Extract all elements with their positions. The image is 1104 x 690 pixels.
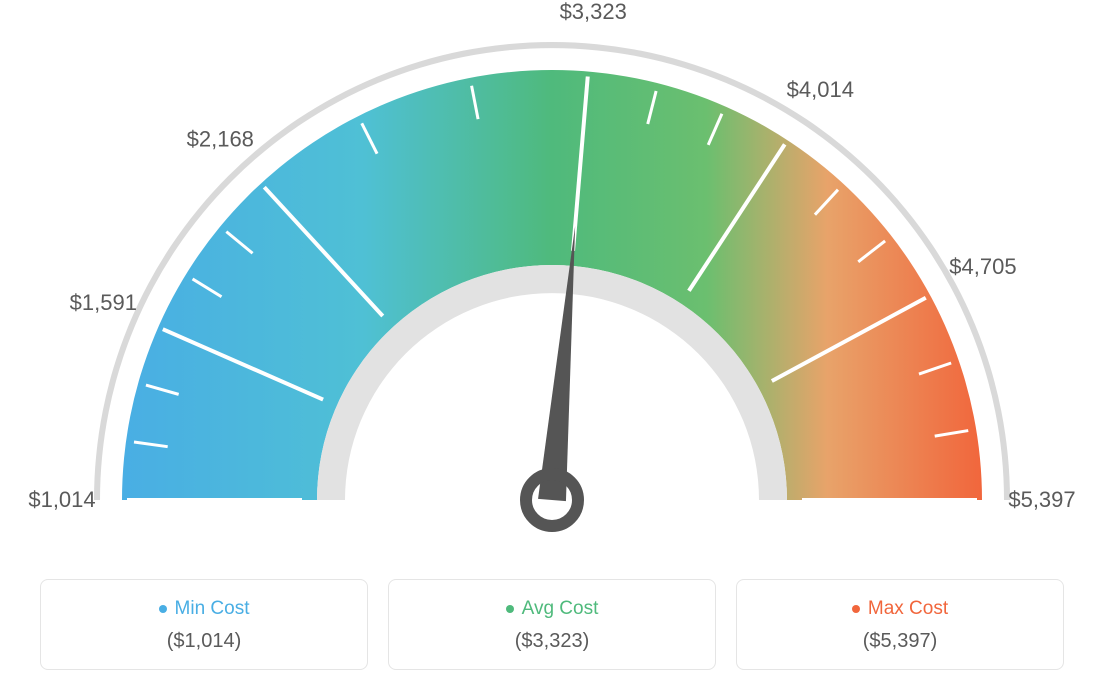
svg-text:$3,323: $3,323 (560, 0, 627, 24)
legend-avg-value: ($3,323) (399, 630, 705, 653)
legend-max-value: ($5,397) (747, 630, 1053, 653)
legend-max-title: Max Cost (852, 598, 948, 620)
svg-text:$4,705: $4,705 (949, 254, 1016, 279)
legend-min-title: Min Cost (159, 598, 250, 620)
cost-gauge: $1,014 $1,591 $2,168 $3,323 $4,014 $4,705 $5,3… (0, 0, 1104, 560)
svg-text:$2,168: $2,168 (187, 126, 254, 151)
svg-text:$1,591: $1,591 (70, 290, 137, 315)
legend-min-value: ($1,014) (51, 630, 357, 653)
legend-avg-title: Avg Cost (506, 598, 599, 620)
legend-row: Min Cost ($1,014) Avg Cost ($3,323) Max … (40, 579, 1064, 670)
legend-max-label: Max Cost (868, 598, 948, 620)
legend-min-card: Min Cost ($1,014) (40, 579, 368, 670)
bullet-icon (852, 605, 860, 613)
svg-text:$1,014: $1,014 (28, 487, 95, 512)
bullet-icon (506, 605, 514, 613)
legend-avg-label: Avg Cost (522, 598, 599, 620)
bullet-icon (159, 605, 167, 613)
svg-text:$4,014: $4,014 (787, 77, 854, 102)
legend-min-label: Min Cost (175, 598, 250, 620)
gauge-svg: $1,014 $1,591 $2,168 $3,323 $4,014 $4,705 $5,3… (0, 0, 1104, 560)
svg-text:$5,397: $5,397 (1008, 487, 1075, 512)
legend-avg-card: Avg Cost ($3,323) (388, 579, 716, 670)
legend-max-card: Max Cost ($5,397) (736, 579, 1064, 670)
